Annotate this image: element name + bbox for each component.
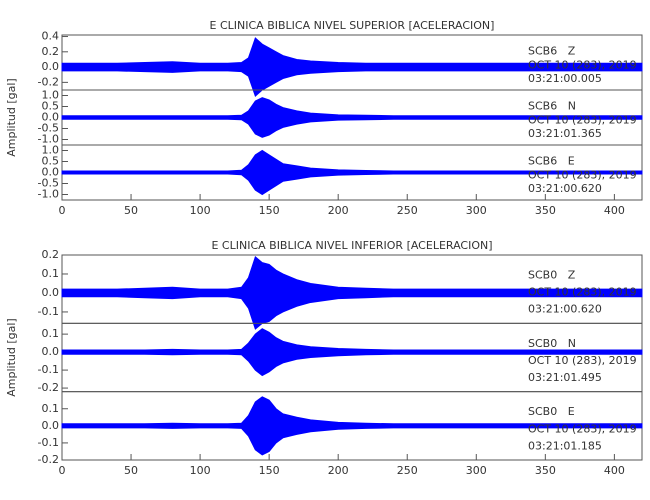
x-tick-label: 250 — [397, 464, 418, 477]
date-label: OCT 10 (283), 2019 — [528, 286, 637, 299]
y-tick-label: 0.2 — [42, 248, 60, 261]
waveform — [61, 396, 643, 456]
x-tick-label: 200 — [328, 464, 349, 477]
date-label: OCT 10 (283), 2019 — [528, 354, 637, 367]
x-tick-label: 150 — [259, 204, 280, 217]
station-label: SCB6 N — [528, 100, 576, 113]
y-tick-label: 0.0 — [42, 60, 60, 73]
date-label: OCT 10 (283), 2019 — [528, 168, 637, 181]
y-tick-label: 0.2 — [42, 45, 60, 58]
x-tick-label: 150 — [259, 464, 280, 477]
y-tick-label: -0.5 — [38, 177, 59, 190]
x-tick-label: 200 — [328, 204, 349, 217]
y-tick-label: 0.5 — [42, 155, 60, 168]
x-tick-label: 250 — [397, 204, 418, 217]
x-tick-label: 300 — [466, 204, 487, 217]
time-label: 03:21:01.365 — [528, 127, 602, 140]
waveform — [61, 149, 643, 196]
y-tick-label: 0.1 — [42, 402, 60, 415]
date-label: OCT 10 (283), 2019 — [528, 58, 637, 71]
time-label: 03:21:00.620 — [528, 303, 602, 316]
x-tick-label: 100 — [190, 464, 211, 477]
y-tick-label: -0.5 — [38, 122, 59, 135]
time-label: 03:21:01.185 — [528, 439, 602, 452]
waveform — [61, 97, 643, 138]
y-tick-label: -1.0 — [38, 188, 59, 201]
station-label: SCB0 Z — [528, 269, 576, 282]
panel-title: E CLINICA BIBLICA NIVEL SUPERIOR [ACELER… — [210, 19, 495, 32]
x-tick-label: 350 — [535, 464, 556, 477]
y-tick-label: 1.0 — [42, 89, 60, 102]
station-label: SCB0 N — [528, 337, 576, 350]
y-tick-label: 0.0 — [42, 111, 60, 124]
station-label: SCB6 E — [528, 155, 575, 168]
y-tick-label: 0.0 — [42, 166, 60, 179]
x-tick-label: 400 — [604, 204, 625, 217]
y-tick-label: 0.0 — [42, 345, 60, 358]
y-tick-label: -0.1 — [38, 305, 59, 318]
y-tick-label: -0.2 — [38, 453, 59, 466]
date-label: OCT 10 (283), 2019 — [528, 422, 637, 435]
time-label: 03:21:00.005 — [528, 72, 602, 85]
y-tick-label: 0.4 — [42, 30, 60, 43]
y-tick-label: 0.5 — [42, 100, 60, 113]
y-tick-label: 0.0 — [42, 419, 60, 432]
x-tick-label: 350 — [535, 204, 556, 217]
x-tick-label: 0 — [59, 204, 66, 217]
y-tick-label: 0.1 — [42, 327, 60, 340]
x-tick-label: 50 — [124, 464, 138, 477]
y-tick-label: -0.2 — [38, 381, 59, 394]
y-tick-label: -0.1 — [38, 363, 59, 376]
y-tick-label: -1.0 — [38, 133, 59, 146]
time-label: 03:21:01.495 — [528, 371, 602, 384]
x-tick-label: 0 — [59, 464, 66, 477]
time-label: 03:21:00.620 — [528, 182, 602, 195]
station-label: SCB6 Z — [528, 45, 576, 58]
waveform — [61, 256, 643, 330]
y-tick-label: 0.1 — [42, 267, 60, 280]
y-tick-label: 0.0 — [42, 286, 60, 299]
x-tick-label: 400 — [604, 464, 625, 477]
y-tick-label: -0.2 — [38, 75, 59, 88]
date-label: OCT 10 (283), 2019 — [528, 113, 637, 126]
waveform — [61, 328, 643, 377]
x-tick-label: 50 — [124, 204, 138, 217]
y-axis-label: Amplitud [gal] — [5, 318, 18, 396]
x-tick-label: 100 — [190, 204, 211, 217]
waveform — [61, 37, 643, 97]
x-tick-label: 300 — [466, 464, 487, 477]
y-axis-label: Amplitud [gal] — [5, 78, 18, 156]
y-tick-label: -0.1 — [38, 436, 59, 449]
y-tick-label: 1.0 — [42, 144, 60, 157]
panel-title: E CLINICA BIBLICA NIVEL INFERIOR [ACELER… — [211, 239, 492, 252]
station-label: SCB0 E — [528, 405, 575, 418]
